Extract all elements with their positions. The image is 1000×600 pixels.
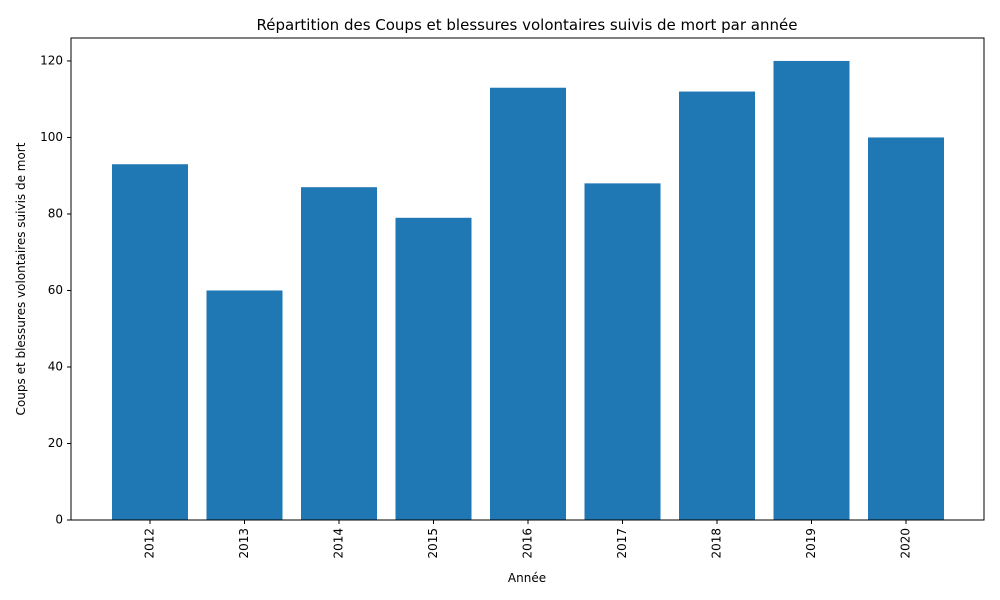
bar-2016 bbox=[490, 87, 566, 520]
x-tick-label-2014: 2014 bbox=[332, 528, 346, 559]
y-tick-label-20: 20 bbox=[48, 436, 63, 450]
bar-2017 bbox=[584, 183, 661, 520]
x-tick-label-2016: 2016 bbox=[521, 528, 535, 559]
bar-2018 bbox=[679, 91, 755, 521]
y-tick-label-80: 80 bbox=[48, 206, 63, 220]
bar-2020 bbox=[868, 137, 944, 520]
y-axis-ticks: 0 20 40 60 80 100 120 bbox=[40, 53, 71, 527]
x-tick-label-2017: 2017 bbox=[615, 528, 629, 559]
x-axis-ticks: 2012 2013 2014 2015 2016 2017 2018 2019 2020 bbox=[143, 520, 913, 559]
bar-2015 bbox=[395, 217, 472, 521]
y-tick-label-40: 40 bbox=[48, 359, 63, 373]
bar-2012 bbox=[112, 164, 188, 520]
bar-2019 bbox=[773, 60, 850, 520]
x-tick-label-2018: 2018 bbox=[710, 528, 724, 559]
x-tick-label-2019: 2019 bbox=[804, 528, 818, 559]
bar-2013 bbox=[206, 290, 283, 520]
y-axis-label: Coups et blessures volontaires suivis de… bbox=[14, 142, 28, 415]
x-tick-label-2012: 2012 bbox=[143, 528, 157, 559]
y-tick-label-100: 100 bbox=[40, 130, 63, 144]
y-tick-label-60: 60 bbox=[48, 283, 63, 297]
plot-frame bbox=[70, 37, 985, 521]
bars-group bbox=[112, 60, 944, 521]
x-axis-label: Année bbox=[508, 571, 546, 585]
x-tick-label-2020: 2020 bbox=[899, 528, 913, 559]
y-tick-label-120: 120 bbox=[40, 53, 63, 67]
bar-2014 bbox=[301, 187, 377, 520]
x-tick-label-2015: 2015 bbox=[426, 528, 440, 559]
x-tick-label-2013: 2013 bbox=[237, 528, 251, 559]
y-tick-label-0: 0 bbox=[55, 513, 63, 527]
chart-title: Répartition des Coups et blessures volon… bbox=[257, 16, 798, 34]
